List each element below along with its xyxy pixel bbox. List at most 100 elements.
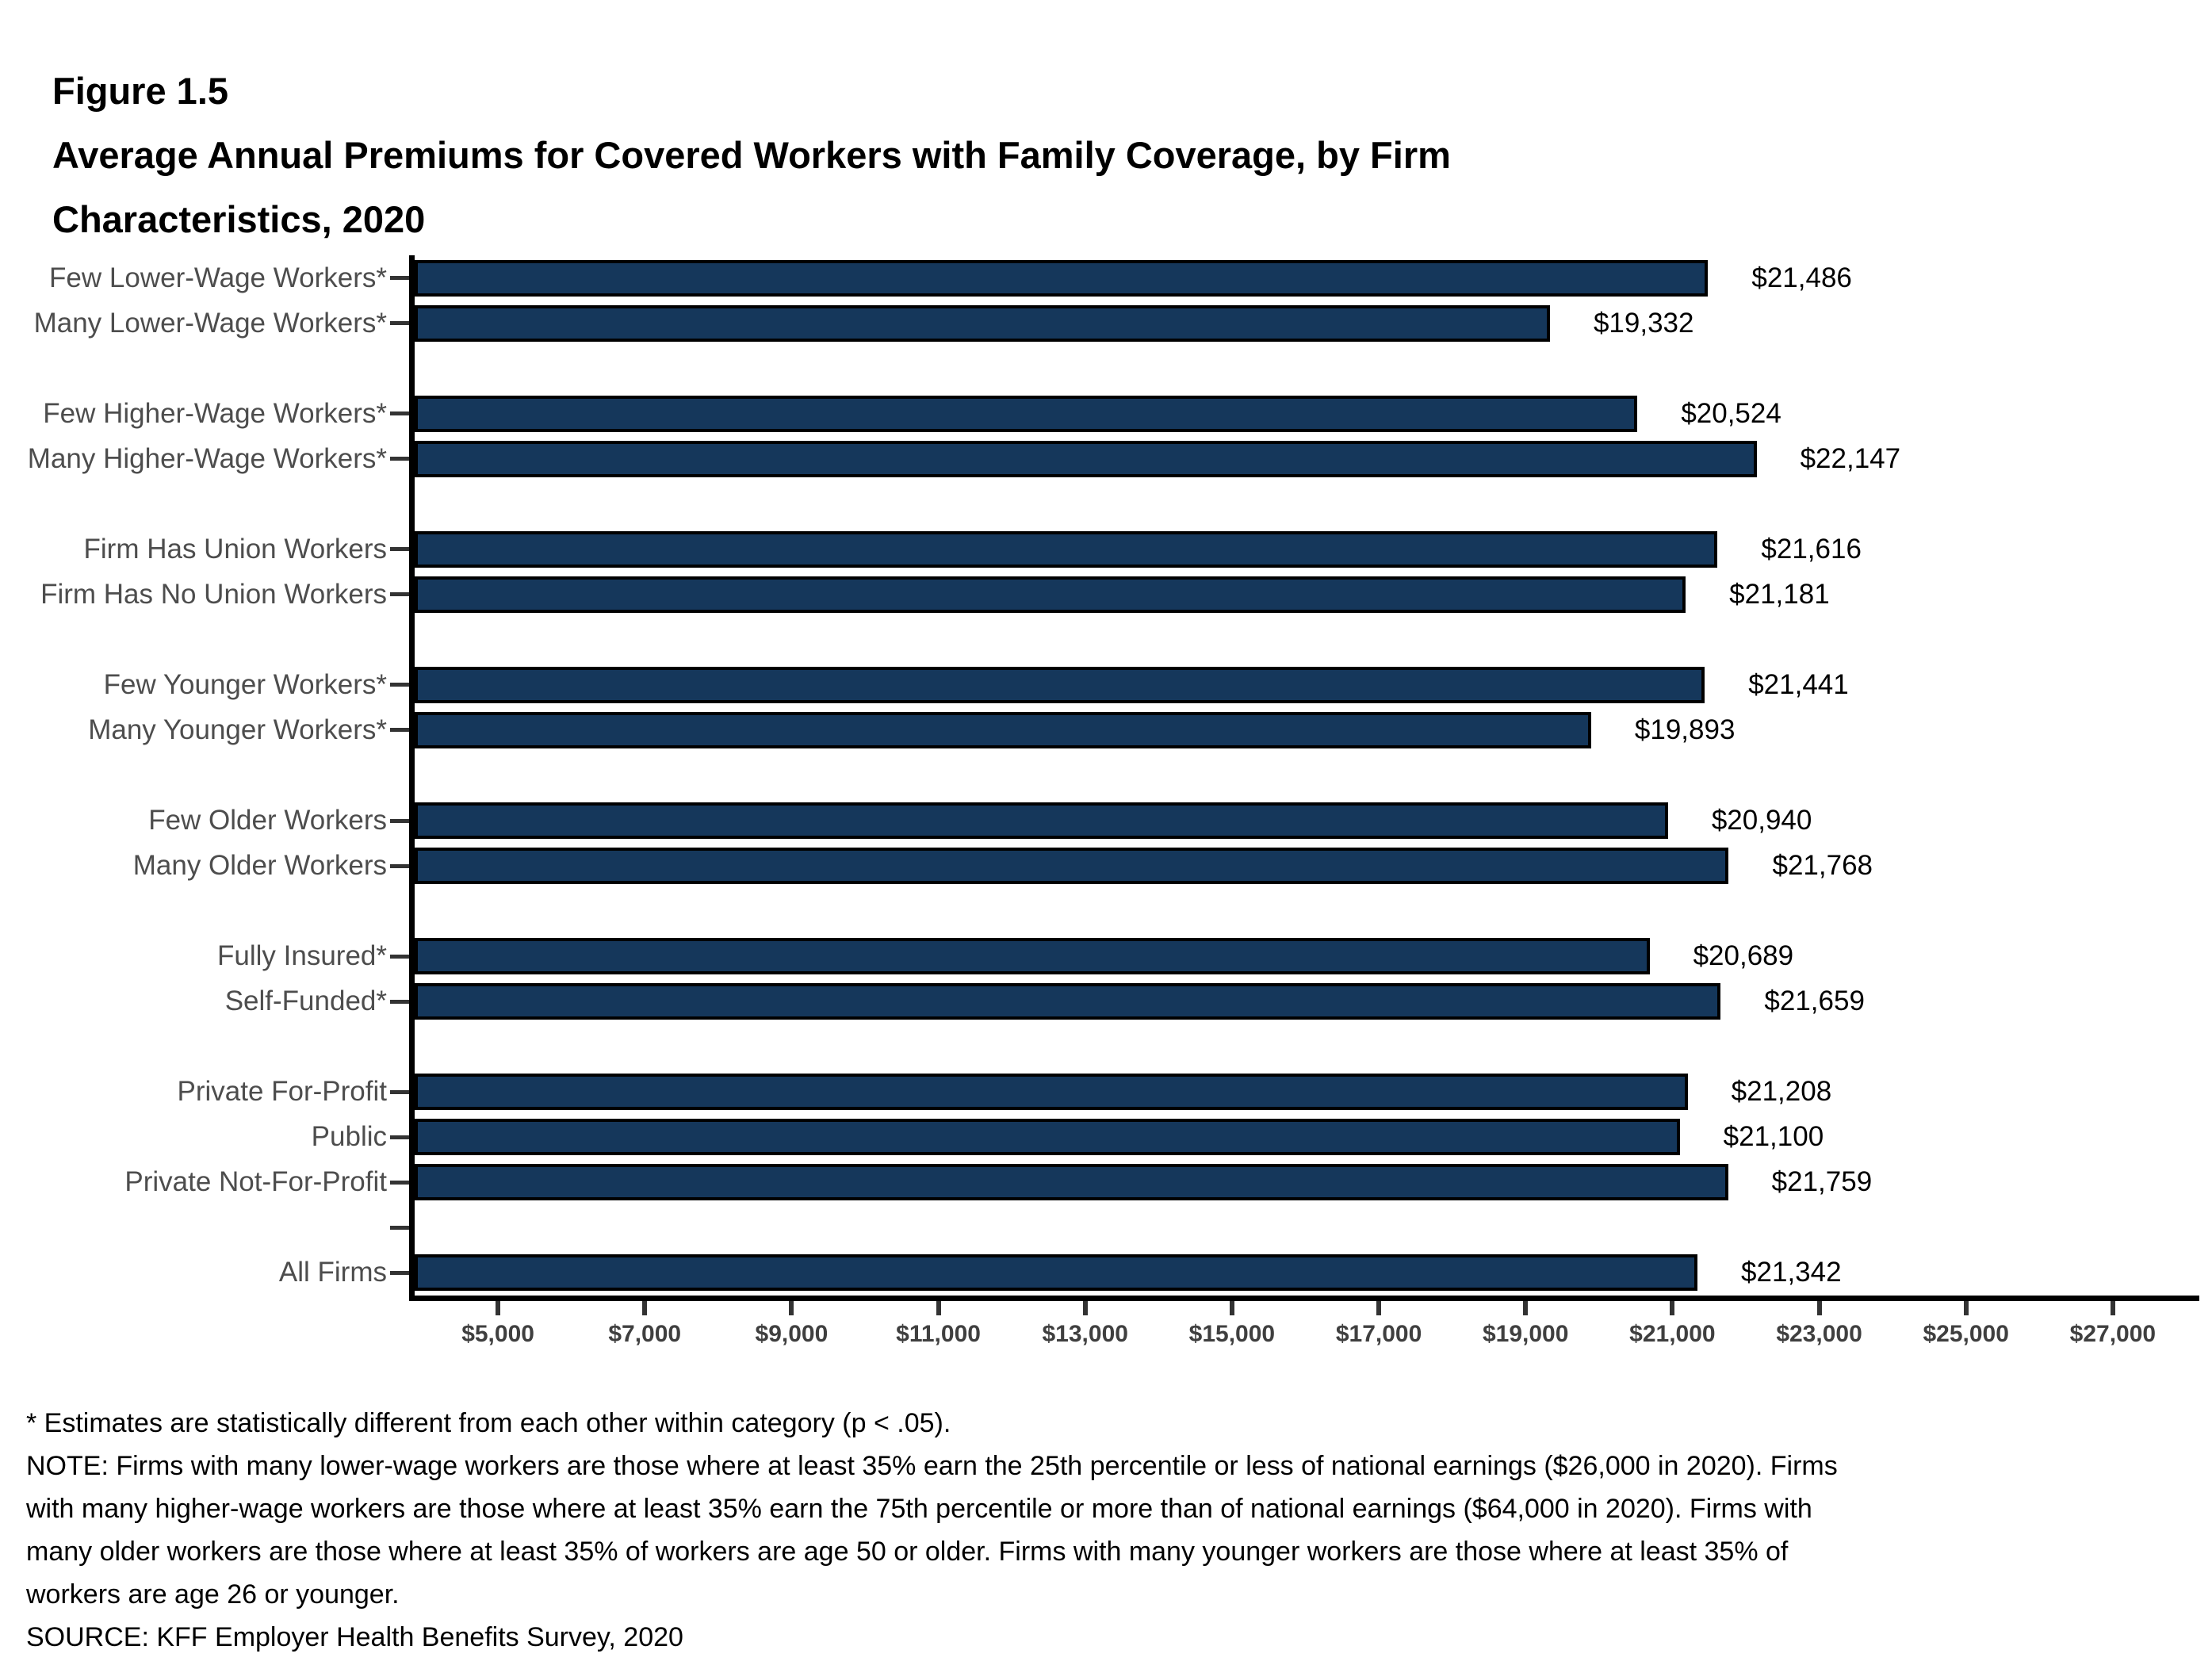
bar (415, 259, 1709, 297)
x-axis-tick (1229, 1301, 1234, 1315)
y-axis-tick (390, 276, 410, 281)
bar (415, 576, 1686, 613)
category-label: Many Higher-Wage Workers* (27, 442, 387, 474)
x-axis-line (409, 1296, 2199, 1301)
y-axis-tick (390, 954, 410, 959)
category-label: Many Lower-Wage Workers* (33, 307, 387, 339)
x-axis-tick-label: $25,000 (1923, 1321, 2009, 1347)
bar-value-label: $19,332 (1593, 307, 1694, 339)
bar (415, 440, 1757, 477)
y-axis-tick (390, 999, 410, 1004)
bar-value-label: $21,181 (1729, 578, 1830, 610)
bar-value-label: $21,759 (1771, 1166, 1873, 1198)
x-axis-tick (1523, 1301, 1529, 1315)
bar (415, 530, 1718, 568)
x-axis-tick (1816, 1301, 1822, 1315)
footnote-note-line-3: many older workers are those where at le… (26, 1537, 1789, 1567)
bar-value-label: $21,441 (1748, 668, 1849, 700)
bar-value-label: $20,940 (1711, 805, 1812, 836)
category-label: Private Not-For-Profit (124, 1166, 387, 1198)
category-label: Many Older Workers (132, 850, 387, 882)
y-axis-tick (390, 592, 410, 597)
y-axis-tick (390, 1089, 410, 1094)
x-axis-tick-label: $17,000 (1335, 1321, 1422, 1347)
x-axis-tick-label: $5,000 (461, 1321, 534, 1347)
x-axis-tick (496, 1301, 501, 1315)
bar-value-label: $21,342 (1741, 1257, 1842, 1288)
x-axis-tick-label: $21,000 (1629, 1321, 1716, 1347)
bar-value-label: $22,147 (1800, 442, 1901, 474)
x-axis-tick (1963, 1301, 1969, 1315)
y-axis-tick (390, 1270, 410, 1275)
bar (415, 1119, 1680, 1156)
category-label: Fully Insured* (217, 940, 387, 972)
x-axis-tick (1376, 1301, 1382, 1315)
x-axis-tick (1670, 1301, 1675, 1315)
bar (415, 666, 1705, 703)
category-label: Few Lower-Wage Workers* (49, 262, 387, 293)
bar (415, 938, 1650, 975)
figure-title-line-2: Characteristics, 2020 (52, 198, 426, 240)
bar-value-label: $19,893 (1634, 714, 1736, 745)
bar (415, 848, 1729, 885)
bar-value-label: $20,689 (1693, 940, 1794, 972)
bar-value-label: $21,659 (1764, 986, 1865, 1017)
y-axis-tick (390, 457, 410, 461)
bar (415, 1074, 1688, 1111)
plot-area: $21,486 $19,332 $20,524 $22,147 $21,616 $21,1… (415, 255, 2194, 1296)
bar-value-label: $21,486 (1751, 262, 1852, 293)
y-axis-tick (390, 321, 410, 326)
x-axis-tick-label: $15,000 (1188, 1321, 1276, 1347)
bar (415, 1164, 1728, 1201)
figure-label: Figure 1.5 (52, 70, 229, 112)
bar-value-label: $21,100 (1723, 1121, 1824, 1153)
footnote-source: SOURCE: KFF Employer Health Benefits Sur… (26, 1622, 683, 1652)
figure-title-line-1: Average Annual Premiums for Covered Work… (52, 134, 1451, 176)
category-label: Private For-Profit (177, 1076, 388, 1108)
x-axis-tick-label: $11,000 (896, 1321, 981, 1347)
bar-value-label: $21,208 (1731, 1076, 1832, 1108)
bar-value-label: $21,616 (1761, 533, 1862, 565)
category-label: Many Younger Workers* (88, 714, 387, 745)
footnotes: * Estimates are statistically different … (26, 1402, 1838, 1659)
category-label: Public (311, 1121, 387, 1153)
bar (415, 304, 1550, 342)
bar (415, 395, 1638, 432)
bar (415, 1254, 1698, 1292)
category-label: Few Younger Workers* (103, 668, 387, 700)
y-axis-line (409, 255, 415, 1299)
category-label: Self-Funded* (224, 986, 387, 1017)
x-axis-tick (2110, 1301, 2115, 1315)
x-axis-tick (936, 1301, 941, 1315)
category-label: Firm Has No Union Workers (40, 578, 387, 610)
x-axis-tick (789, 1301, 794, 1315)
y-axis-tick (390, 1225, 410, 1230)
y-axis-tick (390, 683, 410, 687)
y-axis-tick (390, 547, 410, 552)
x-axis-tick-label: $19,000 (1482, 1321, 1569, 1347)
x-axis-tick-label: $23,000 (1776, 1321, 1862, 1347)
bar (415, 983, 1721, 1020)
y-axis-tick (390, 863, 410, 868)
y-axis-tick (390, 1180, 410, 1185)
x-axis-tick (1082, 1301, 1088, 1315)
category-label: Firm Has Union Workers (83, 533, 387, 565)
y-axis-tick (390, 1135, 410, 1139)
category-label: Few Higher-Wage Workers* (43, 397, 387, 429)
x-axis-tick (642, 1301, 648, 1315)
x-axis-tick-label: $13,000 (1042, 1321, 1128, 1347)
y-axis-tick (390, 411, 410, 416)
footnote-star: * Estimates are statistically different … (26, 1408, 951, 1438)
footnote-note-line-2: with many higher-wage workers are those … (26, 1494, 1812, 1524)
footnote-note-line-4: workers are age 26 or younger. (26, 1579, 400, 1610)
title-block: Figure 1.5 Average Annual Premiums for C… (52, 59, 1451, 251)
footnote-note-line-1: NOTE: Firms with many lower-wage workers… (26, 1451, 1838, 1481)
x-axis-tick-label: $27,000 (2069, 1321, 2157, 1347)
bar-value-label: $21,768 (1772, 850, 1873, 882)
y-axis-tick (390, 728, 410, 733)
bar (415, 711, 1591, 748)
x-axis-tick-label: $9,000 (755, 1321, 829, 1347)
x-axis-tick-label: $7,000 (608, 1321, 682, 1347)
bar-value-label: $20,524 (1681, 397, 1781, 429)
y-axis-tick (390, 818, 410, 823)
